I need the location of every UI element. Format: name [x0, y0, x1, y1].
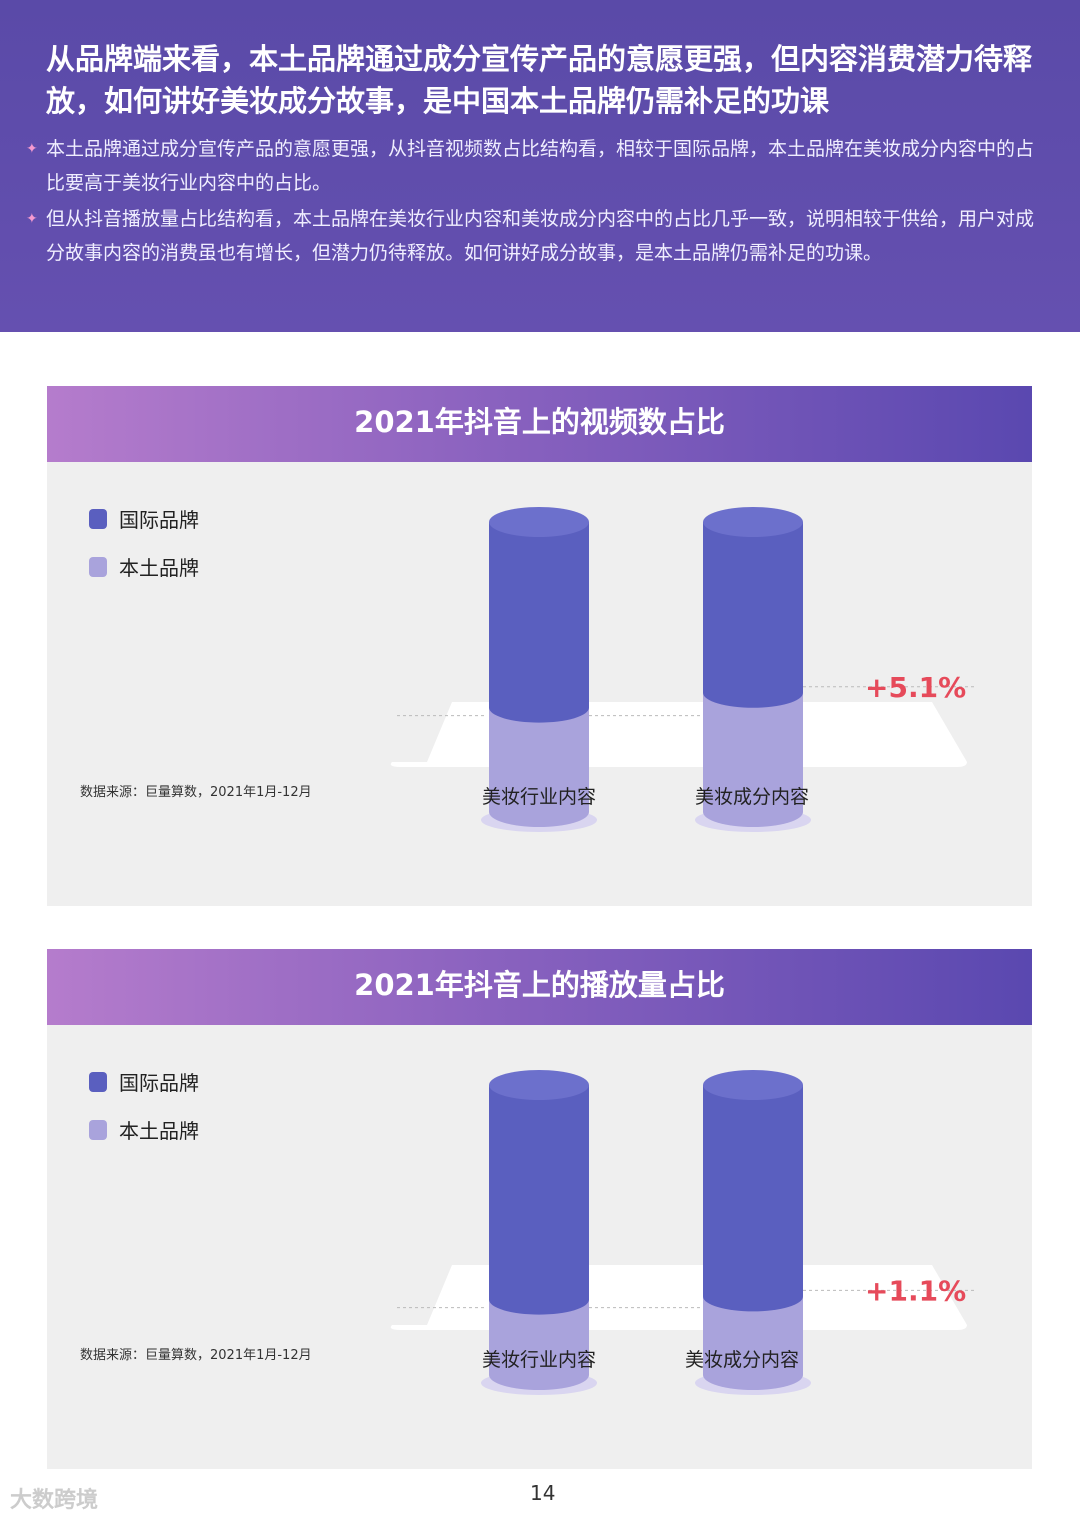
- bar-local-0: [489, 707, 589, 827]
- bullet-2: ✦ 但从抖音播放量占比结构看，本土品牌在美妆行业内容和美妆成分内容中的占比几乎一致…: [26, 202, 1046, 270]
- bar-top: [489, 507, 589, 537]
- x-tick-label: 美妆行业内容: [481, 1349, 596, 1371]
- bar-top: [703, 507, 803, 537]
- bar-local-1: [703, 692, 803, 827]
- legend-item: 本土品牌: [89, 1115, 199, 1144]
- chart-plot: +5.1%: [390, 507, 975, 832]
- platform: [390, 702, 967, 767]
- x-tick-label: 美妆成分内容: [684, 1349, 799, 1371]
- bullet-text: 但从抖音播放量占比结构看，本土品牌在美妆行业内容和美妆成分内容中的占比几乎一致，…: [46, 208, 1035, 264]
- legend-item: 国际品牌: [89, 1067, 199, 1096]
- bar-intl-1: [703, 1085, 803, 1312]
- chart-plot: +1.1%: [390, 1070, 975, 1395]
- bar-top: [703, 1070, 803, 1100]
- x-tick-label: 美妆成分内容: [694, 786, 809, 808]
- watermark-logo: 大数跨境: [10, 1488, 99, 1513]
- bullet-1: ✦ 本土品牌通过成分宣传产品的意愿更强，从抖音视频数占比结构看，相较于国际品牌，本…: [26, 132, 1046, 200]
- annotation-label: +5.1%: [865, 671, 966, 704]
- bullet-text: 本土品牌通过成分宣传产品的意愿更强，从抖音视频数占比结构看，相较于国际品牌，本土…: [46, 138, 1035, 194]
- bar-intl-0: [489, 1085, 589, 1315]
- page-number: 14: [530, 1481, 556, 1505]
- bar-intl-1: [703, 522, 803, 708]
- bar-local-1: [703, 1296, 803, 1390]
- legend-item: 本土品牌: [89, 552, 199, 581]
- sparkle-icon: ✦: [26, 211, 38, 227]
- chart-title: 2021年抖音上的视频数占比: [47, 386, 1032, 462]
- annotation-label: +1.1%: [865, 1274, 966, 1307]
- source-note: 数据来源：巨量算数，2021年1月-12月: [80, 785, 312, 800]
- sparkle-icon: ✦: [26, 141, 38, 157]
- bar-top: [489, 1070, 589, 1100]
- page-title: 从品牌端来看，本土品牌通过成分宣传产品的意愿更强，但内容消费潜力待释放，如何讲好…: [46, 42, 1033, 118]
- chart-panel-video-count: 2021年抖音上的视频数占比 国际品牌 本土品牌 +5.1% 数据来源：巨量算数…: [47, 386, 1032, 906]
- bar-local-0: [489, 1299, 589, 1390]
- chart-panel-play-count: 2021年抖音上的播放量占比 国际品牌 本土品牌 +1.1% 数据来源：巨量算数…: [47, 949, 1032, 1469]
- x-tick-label: 美妆行业内容: [481, 786, 596, 808]
- bar-intl-0: [489, 522, 589, 723]
- legend-item: 国际品牌: [89, 504, 199, 533]
- source-note: 数据来源：巨量算数，2021年1月-12月: [80, 1348, 312, 1363]
- header-banner: 从品牌端来看，本土品牌通过成分宣传产品的意愿更强，但内容消费潜力待释放，如何讲好…: [0, 0, 1080, 332]
- chart-title: 2021年抖音上的播放量占比: [47, 949, 1032, 1025]
